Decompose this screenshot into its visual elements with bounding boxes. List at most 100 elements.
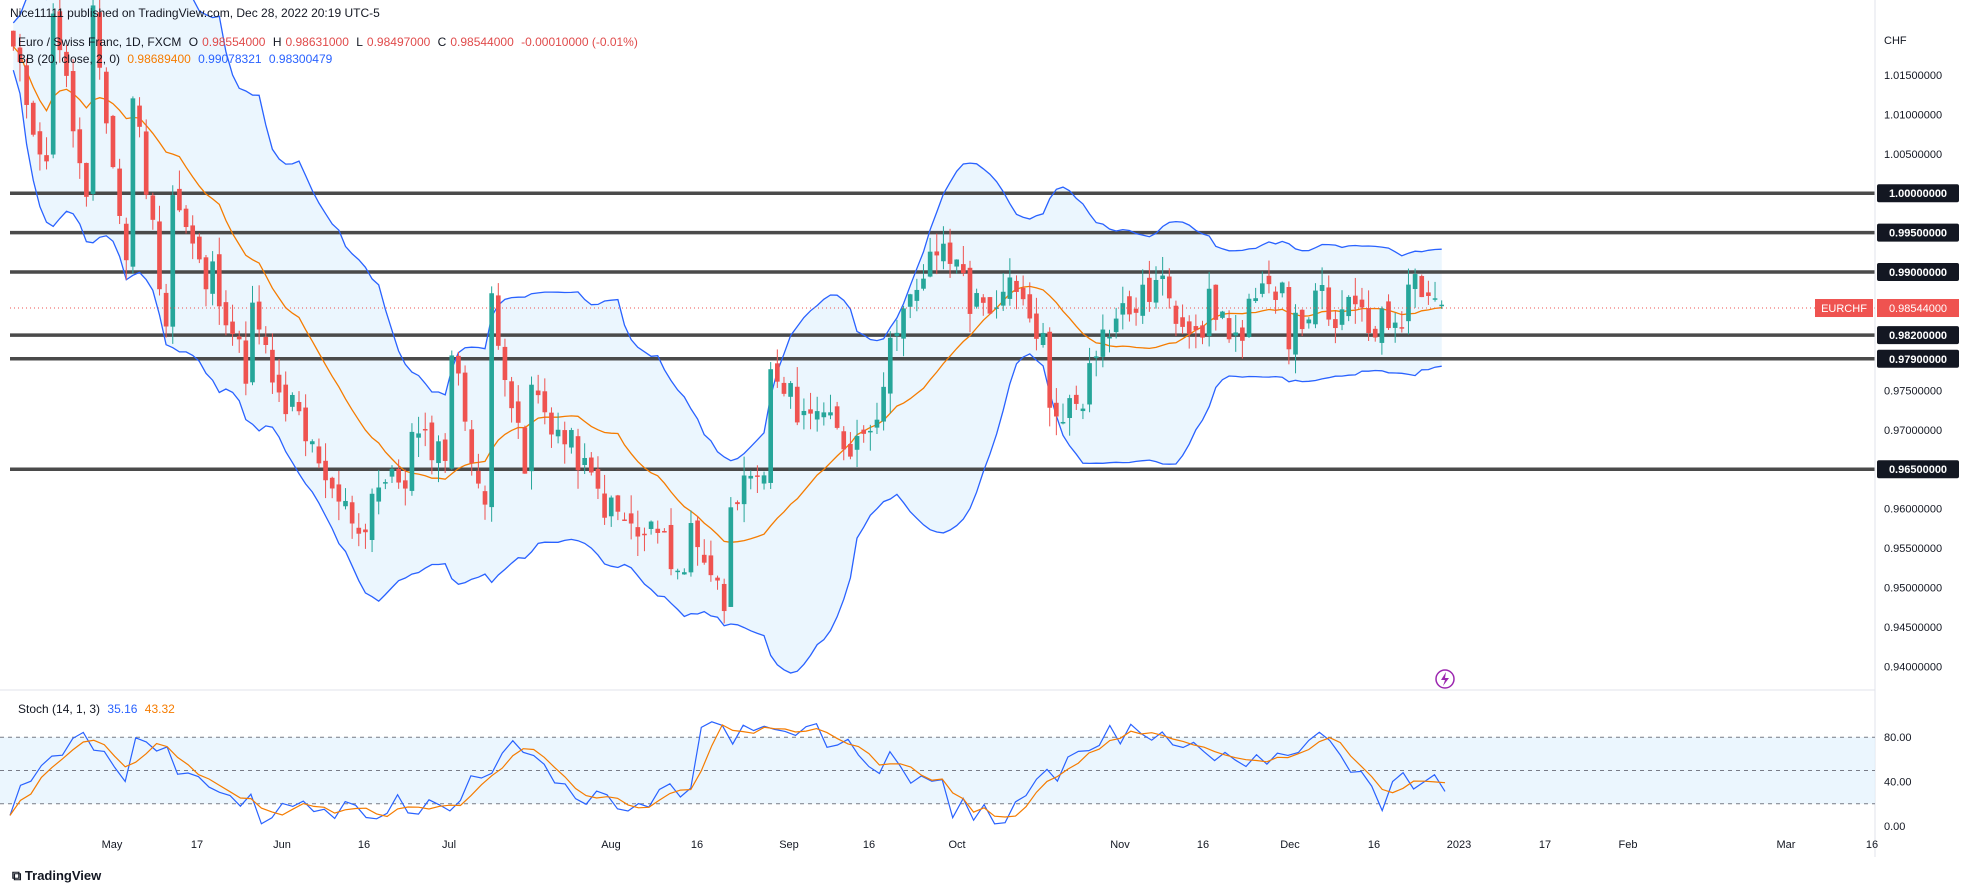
candle-body	[814, 411, 820, 420]
candle-body	[874, 419, 880, 428]
candle-body	[894, 332, 900, 336]
horizontal-levels	[10, 191, 1875, 471]
candle-body	[1246, 298, 1252, 337]
candle-body	[628, 513, 634, 524]
candle-body	[828, 412, 833, 416]
candle-body	[57, 11, 63, 51]
candle-body	[854, 436, 860, 450]
candle-body	[655, 528, 661, 533]
candle-body	[223, 302, 229, 326]
candle-body	[363, 529, 368, 533]
candle-body	[70, 71, 76, 132]
ohlc-legend: Euro / Swiss Franc, 1D, FXCM O 0.98554000…	[18, 35, 642, 49]
candle-body	[329, 477, 335, 489]
candle-body	[37, 131, 43, 155]
currency-label: CHF	[1884, 35, 1907, 47]
open-label: O	[188, 35, 199, 49]
price-tick-3: 0.97500000	[1884, 385, 1942, 397]
bb-lower-line	[12, 70, 1442, 674]
level-label-bg-2	[1877, 263, 1959, 282]
candle-body	[549, 412, 554, 435]
candle-body	[1060, 421, 1066, 424]
tradingview-logo-icon: ⧉	[12, 868, 25, 883]
candle-body	[442, 439, 448, 461]
candle-body	[323, 460, 328, 481]
candle-body	[143, 131, 149, 195]
candle-body	[1259, 283, 1265, 294]
candle-body	[276, 374, 282, 393]
candle-body	[695, 520, 700, 548]
level-label-5: 0.96500000	[1889, 464, 1947, 476]
candle-body	[934, 251, 940, 256]
candle-body	[635, 527, 641, 537]
candle-body	[1180, 317, 1185, 327]
time-axis[interactable]: May 17 Jun 16 Jul Aug 16 Sep 16 Oct Nov 16 Dec 16 2023…	[102, 839, 1879, 851]
candle-body	[775, 363, 780, 382]
candle-body	[588, 457, 594, 473]
candle-body	[907, 294, 913, 307]
candle-body	[236, 336, 242, 340]
candle-body	[748, 475, 754, 479]
candle-body	[1166, 276, 1172, 299]
candle-body	[1359, 299, 1365, 308]
candle-body	[701, 554, 707, 563]
candle-body	[1133, 308, 1139, 313]
candle-body	[954, 259, 960, 267]
lightning-icon[interactable]	[1435, 669, 1455, 689]
candle-body	[1087, 363, 1092, 405]
candle-body	[270, 349, 275, 383]
candle-body	[150, 195, 156, 220]
candle-body	[416, 433, 421, 438]
candle-body	[755, 475, 760, 477]
price-axis[interactable]: 1.00000000 0.99500000 0.99000000 0.98200000…	[1815, 35, 1959, 673]
stoch-k-line	[9, 721, 1446, 825]
candle-body	[582, 457, 587, 466]
candle-body	[1080, 408, 1086, 412]
candle-body	[848, 443, 853, 457]
stoch-k-value: 35.16	[107, 702, 138, 716]
candle-body	[1406, 284, 1411, 322]
candle-body	[688, 523, 694, 573]
candle-body	[887, 337, 893, 394]
candle-body	[1027, 294, 1033, 319]
candle-body	[1173, 305, 1179, 324]
candle-body	[476, 470, 481, 484]
tradingview-logo[interactable]: ⧉ TradingView	[12, 868, 101, 884]
candle-body	[1140, 284, 1146, 316]
candle-body	[230, 321, 235, 335]
candle-body	[1299, 309, 1305, 330]
time-label-0: May	[102, 839, 123, 851]
level-label-4: 0.97900000	[1889, 354, 1947, 366]
stochastic-pane: 80.00 40.00 0.00	[0, 721, 1912, 833]
time-label-6: 16	[691, 839, 703, 851]
candle-body	[801, 410, 807, 416]
candle-body	[369, 493, 375, 540]
candle-body	[177, 188, 182, 211]
price-tick-5: 0.96000000	[1884, 504, 1942, 516]
candle-body	[456, 355, 461, 374]
price-tick-7: 0.95000000	[1884, 582, 1942, 594]
candle-body	[974, 293, 979, 307]
candle-body	[914, 289, 920, 301]
candle-body	[84, 162, 89, 197]
candle-body	[681, 572, 687, 575]
candle-body	[64, 51, 69, 76]
candle-body	[1293, 312, 1298, 355]
candle-body	[290, 394, 295, 407]
stochastic-legend: Stoch (14, 1, 3) 35.16 43.32	[18, 702, 179, 716]
stoch-d-line	[9, 724, 1446, 818]
candle-body	[316, 446, 322, 464]
time-label-8: 16	[863, 839, 875, 851]
level-label-bg-3	[1877, 326, 1959, 345]
candle-body	[987, 297, 993, 314]
candle-body	[469, 429, 475, 464]
candle-body	[841, 431, 847, 450]
candle-body	[967, 267, 973, 314]
candle-body	[336, 484, 342, 502]
time-label-4: Jul	[442, 839, 456, 851]
candle-body	[30, 102, 36, 135]
candle-body	[462, 372, 468, 422]
time-label-14: 2023	[1447, 839, 1471, 851]
bb-upper-value: 0.99078321	[198, 52, 262, 66]
